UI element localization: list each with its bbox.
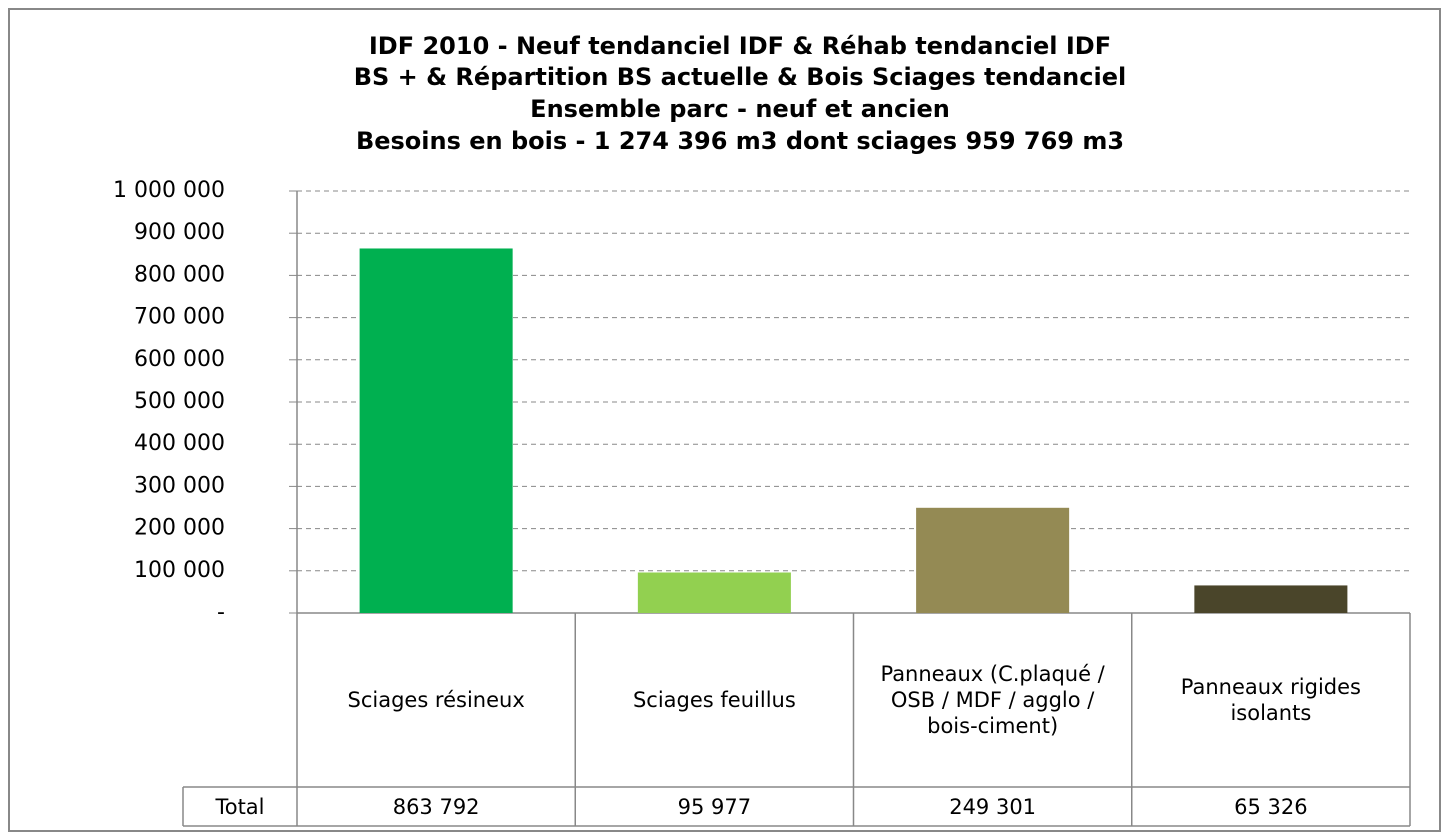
table-row-label: Total bbox=[215, 794, 265, 819]
y-tick-label: 1 000 000 bbox=[113, 178, 225, 203]
bar bbox=[916, 507, 1070, 613]
chart-title: BS + & Répartition BS actuelle & Bois Sc… bbox=[354, 63, 1126, 91]
x-tick-label: Panneaux (C.plaqué / OSB / MDF / agglo /… bbox=[880, 662, 1105, 738]
x-tick-label: Panneaux rigides isolants bbox=[1180, 675, 1361, 725]
chart-title: Ensemble parc - neuf et ancien bbox=[530, 95, 950, 123]
table-value: 863 792 bbox=[392, 794, 480, 819]
y-tick-label: 200 000 bbox=[134, 516, 225, 541]
y-tick-label: - bbox=[217, 600, 225, 625]
y-tick-label: 700 000 bbox=[134, 305, 225, 330]
y-tick-label: 500 000 bbox=[134, 389, 225, 414]
chart-title: Besoins en bois - 1 274 396 m3 dont scia… bbox=[356, 127, 1124, 155]
chart-frame bbox=[8, 8, 1441, 832]
bar bbox=[637, 572, 791, 613]
table-value: 65 326 bbox=[1234, 794, 1308, 819]
y-tick-label: 300 000 bbox=[134, 473, 225, 498]
bar bbox=[359, 248, 513, 613]
x-tick-label: Sciages feuillus bbox=[632, 688, 796, 712]
y-tick-label: 400 000 bbox=[134, 431, 225, 456]
x-tick-label: Sciages résineux bbox=[347, 688, 525, 712]
table-value: 95 977 bbox=[677, 794, 752, 819]
y-tick-label: 100 000 bbox=[134, 558, 225, 583]
table-value: 249 301 bbox=[949, 794, 1037, 819]
y-tick-label: 800 000 bbox=[134, 262, 225, 287]
y-tick-label: 600 000 bbox=[134, 347, 225, 372]
y-tick-label: 900 000 bbox=[134, 220, 225, 245]
bar bbox=[1194, 585, 1348, 613]
chart-title: IDF 2010 - Neuf tendanciel IDF & Réhab t… bbox=[369, 32, 1111, 60]
